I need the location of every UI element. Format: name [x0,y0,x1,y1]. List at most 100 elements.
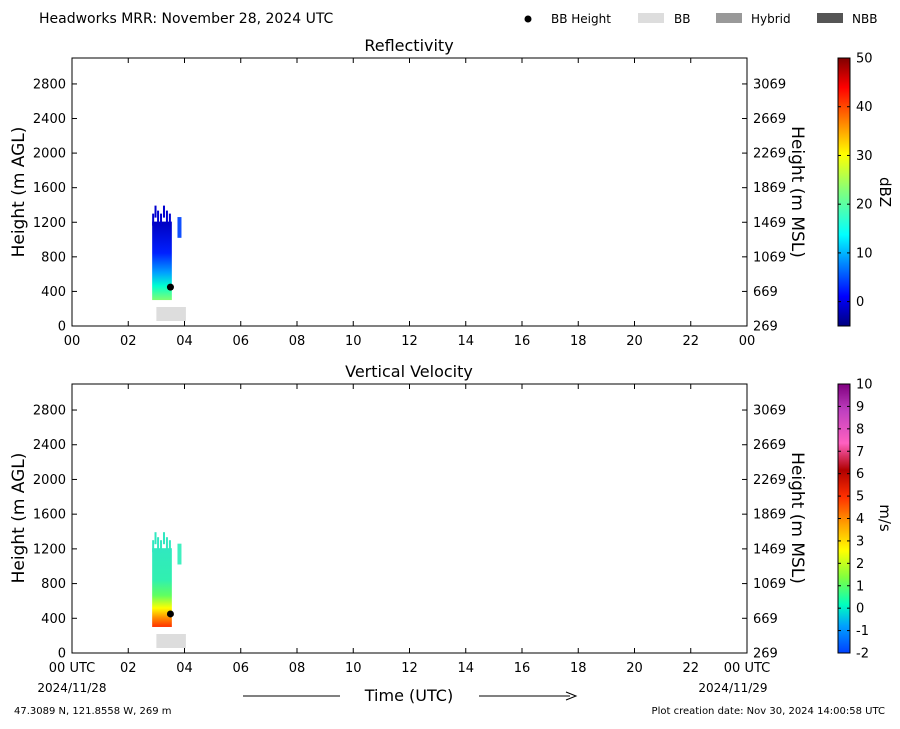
vertical-velocity-xtick-label: 18 [570,661,587,676]
vertical-velocity-ytick-label: 800 [41,577,66,592]
reflectivity-xtick-label: 02 [120,334,137,349]
vertical-velocity-colorbar-tick-label: -1 [856,624,869,639]
vertical-velocity-ytick-label-right: 1469 [753,542,786,557]
vertical-velocity-title: Vertical Velocity [345,362,473,381]
reflectivity-colorbar-label: dBZ [876,177,894,207]
vertical-velocity-colorbar-tick-label: 9 [856,400,864,415]
legend-bb-label: BB [674,12,690,26]
vertical-velocity-colorbar-tick-label: 8 [856,422,864,437]
reflectivity-xtick-label: 10 [345,334,362,349]
vertical-velocity-colorbar-tick-label: 1 [856,579,864,594]
vertical-velocity-echo-strand [165,537,168,550]
legend-bb-swatch [638,13,664,23]
date-left: 2024/11/28 [37,681,106,695]
vertical-velocity-echo-strand [168,540,171,553]
reflectivity-xtick-label: 12 [401,334,418,349]
legend-bb-height-marker [524,15,532,23]
reflectivity-ytick-label-right: 1069 [753,250,786,265]
vertical-velocity-xtick-label: 08 [289,661,306,676]
reflectivity-ytick-label: 0 [58,320,66,335]
vertical-velocity-colorbar-tick-label: 0 [856,602,864,617]
vertical-velocity-ytick-label: 1600 [33,508,66,523]
reflectivity-ytick-label-right: 1469 [753,216,786,231]
vertical-velocity-colorbar-tick-label: 7 [856,445,864,460]
reflectivity-colorbar-tick-label: 10 [856,246,873,261]
vertical-velocity-echo-fragment [177,543,182,565]
reflectivity-ylabel: Height (m AGL) [9,127,29,258]
reflectivity-ytick-label: 1200 [33,216,66,231]
date-right: 2024/11/29 [698,681,767,695]
vertical-velocity-ytick-label-right: 2669 [753,438,786,453]
reflectivity-colorbar-tick-label: 50 [856,52,873,67]
reflectivity-ytick-label: 800 [41,250,66,265]
reflectivity-ytick-label-right: 2269 [753,147,786,162]
reflectivity-data-layer [152,205,186,321]
vertical-velocity-yticks-right: 269 669 1069 1469 1869 2269 2669 3069 [753,404,786,662]
vertical-velocity-ytick-label: 2800 [33,404,66,419]
vertical-velocity-xtick-label: 00 UTC [724,661,770,676]
reflectivity-xtick-label: 14 [457,334,474,349]
vertical-velocity-xtick-label: 20 [626,661,643,676]
vertical-velocity-ytick-label: 0 [58,647,66,662]
vertical-velocity-colorbar-ticks: -2 -1 0 1 2 3 4 5 6 7 8 9 10 [838,378,873,662]
vertical-velocity-ytick-label: 1200 [33,542,66,557]
reflectivity-ytick-label: 1600 [33,181,66,196]
vertical-velocity-ylabel-right: Height (m MSL) [787,452,807,584]
vertical-velocity-ytick-label-right: 269 [753,647,778,662]
reflectivity-xtick-label: 22 [682,334,699,349]
reflectivity-yticks-left: 0 400 800 1200 1600 2000 2400 2800 [33,77,747,335]
reflectivity-colorbar-tick-label: 30 [856,149,873,164]
reflectivity-xtick-label: 18 [570,334,587,349]
vertical-velocity-ytick-label: 400 [41,612,66,627]
vertical-velocity-bb-height-point [166,610,174,618]
vertical-velocity-ytick-label-right: 3069 [753,404,786,419]
vertical-velocity-echo-strand [160,540,163,553]
reflectivity-ytick-label-right: 269 [753,320,778,335]
vertical-velocity-echo-strand [154,532,157,545]
legend-bb-height-label: BB Height [551,12,611,26]
vertical-velocity-bb-band [156,634,186,648]
vertical-velocity-xtick-label: 06 [232,661,249,676]
reflectivity-panel: Reflectivity 040080012001600200024002800… [9,36,894,349]
reflectivity-bb-height-point [166,283,174,291]
xaxis-label: Time (UTC) [364,686,453,705]
reflectivity-echo-strand [157,210,160,223]
reflectivity-colorbar [837,57,851,327]
reflectivity-xticks: 00 02 04 06 08 10 12 14 16 18 20 22 00 [64,58,756,349]
vertical-velocity-echo-strand [162,532,165,545]
vertical-velocity-panel: Vertical Velocity 0400800120016002000240… [9,362,894,676]
reflectivity-colorbar-tick-label: 0 [856,295,864,310]
reflectivity-echo-strand [160,213,163,226]
vertical-velocity-colorbar-tick-label: 4 [856,512,864,527]
vertical-velocity-xtick-label: 00 UTC [49,661,95,676]
vertical-velocity-xticks: 00 UTC 02 04 06 08 10 12 14 16 18 20 22 00 UTC [49,384,770,676]
vertical-velocity-colorbar-tick-label: 6 [856,467,864,482]
reflectivity-ytick-label-right: 3069 [753,77,786,92]
header-legend: BB Height BB Hybrid NBB [524,12,877,26]
legend-nbb-swatch [817,13,843,23]
legend-hybrid-label: Hybrid [751,12,791,26]
vertical-velocity-echo-strand [152,540,155,553]
footer-location: 47.3089 N, 121.8558 W, 269 m [14,706,172,717]
vertical-velocity-colorbar-tick-label: 10 [856,378,873,393]
vertical-velocity-xtick-label: 10 [345,661,362,676]
reflectivity-xtick-label: 00 [739,334,756,349]
reflectivity-xtick-label: 16 [514,334,531,349]
vertical-velocity-xtick-label: 12 [401,661,418,676]
vertical-velocity-colorbar-tick-label: 3 [856,534,864,549]
footer-creation-date: Plot creation date: Nov 30, 2024 14:00:5… [652,706,885,717]
vertical-velocity-ytick-label-right: 1869 [753,508,786,523]
figure-title: Headworks MRR: November 28, 2024 UTC [39,11,334,27]
vertical-velocity-colorbar-tick-label: 5 [856,490,864,505]
vertical-velocity-xtick-label: 16 [514,661,531,676]
vertical-velocity-yticks-left: 0 400 800 1200 1600 2000 2400 2800 [33,404,747,662]
vertical-velocity-xtick-label: 14 [457,661,474,676]
vertical-velocity-colorbar-tick-label: -2 [856,647,869,662]
vertical-velocity-ytick-label: 2000 [33,473,66,488]
vertical-velocity-echo-column [152,548,172,627]
vertical-velocity-xtick-label: 04 [176,661,193,676]
vertical-velocity-ytick-label-right: 669 [753,612,778,627]
reflectivity-yticks-right: 269 669 1069 1469 1869 2269 2669 3069 [753,77,786,334]
reflectivity-xtick-label: 08 [289,334,306,349]
